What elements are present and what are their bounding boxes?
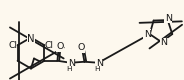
Text: N: N [68, 59, 75, 68]
Text: N: N [27, 34, 35, 44]
Text: N: N [160, 38, 167, 48]
Text: H: H [67, 66, 72, 72]
Text: N: N [144, 30, 151, 39]
Text: H: H [95, 66, 100, 72]
Text: O: O [77, 43, 85, 52]
Text: Cl: Cl [44, 41, 53, 50]
Text: Cl: Cl [9, 41, 18, 50]
Text: N: N [96, 59, 103, 68]
Text: N: N [165, 14, 172, 23]
Text: O: O [56, 42, 64, 51]
